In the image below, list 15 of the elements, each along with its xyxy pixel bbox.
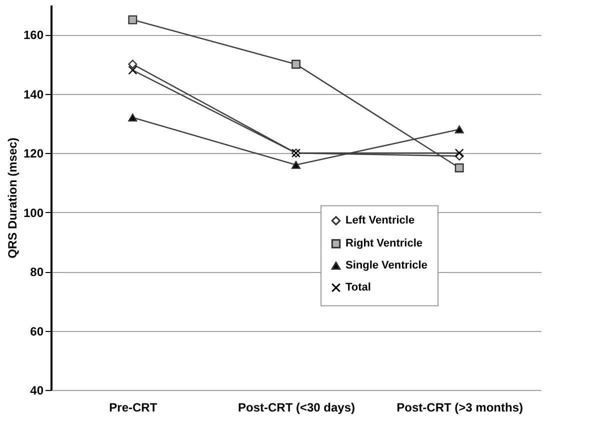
y-tick-label: 120 xyxy=(23,146,44,161)
legend-label: Left Ventricle xyxy=(346,214,415,227)
legend-label: Single Ventricle xyxy=(346,260,428,272)
x-tick-label: Post-CRT (<30 days) xyxy=(238,400,356,414)
legend-label: Total xyxy=(346,282,371,294)
y-tick-label: 40 xyxy=(30,384,44,398)
y-tick-label: 140 xyxy=(23,87,44,102)
y-axis-title: QRS Duration (msec) xyxy=(5,138,20,258)
y-tick-label: 60 xyxy=(30,324,44,338)
y-tick-label: 160 xyxy=(23,28,44,42)
x-tick-label: Post-CRT (>3 months) xyxy=(396,400,524,414)
y-tick-label: 100 xyxy=(23,206,44,220)
x-tick-label: Pre-CRT xyxy=(109,400,158,414)
legend-label: Right Ventricle xyxy=(346,238,423,250)
y-tick-label: 80 xyxy=(30,265,44,280)
